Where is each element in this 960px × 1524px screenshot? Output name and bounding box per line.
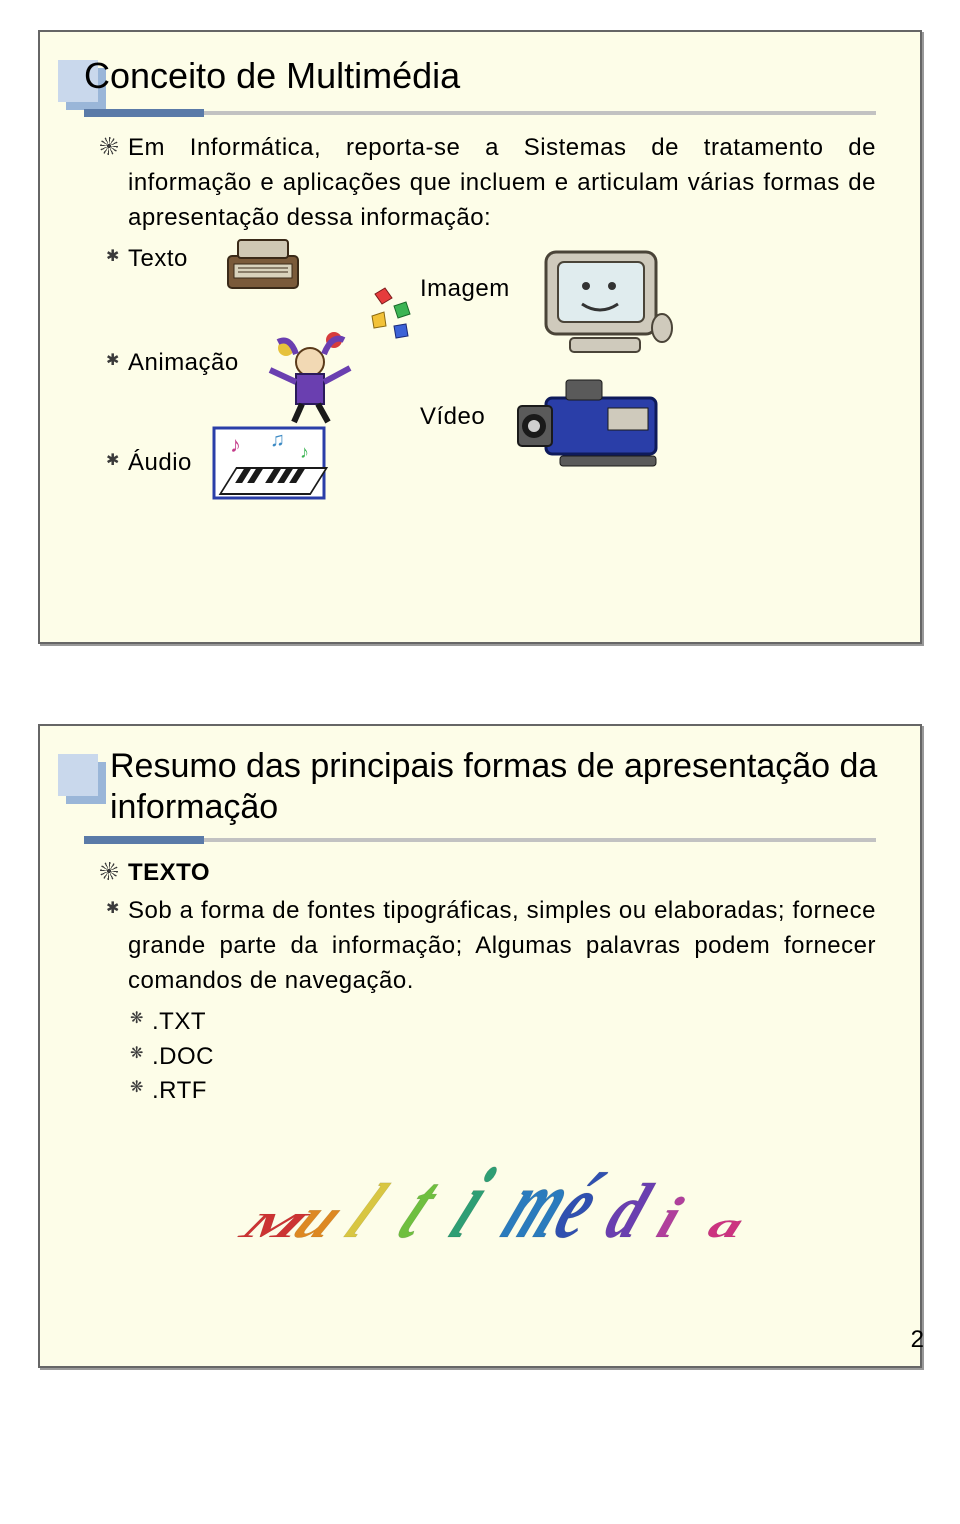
slide2-heading: TEXTO [100,856,876,891]
slide-resumo: Resumo das principais formas de apresent… [38,724,922,1368]
title-rule [84,836,876,850]
camcorder-icon [496,368,686,489]
svg-text:♫: ♫ [270,429,286,451]
slide1-body: Em Informática, reporta-se a Sistemas de… [40,123,920,541]
slide2-title: Resumo das principais formas de apresent… [84,746,920,828]
typewriter-icon [220,230,310,311]
format-doc: .DOC [130,1040,876,1075]
svg-text:i: i [649,1185,691,1250]
slide1-title: Conceito de Multimédia [84,54,920,97]
gems-icon [360,282,420,353]
media-grid: Texto Imagem [100,242,876,502]
page-number: 2 [911,1326,924,1354]
item-video: Vídeo [420,400,485,435]
format-rtf: .RTF [130,1074,876,1109]
format-txt: .TXT [130,1005,876,1040]
svg-text:♪: ♪ [230,432,242,457]
svg-text:♪: ♪ [300,442,310,462]
svg-text:a: a [703,1206,748,1245]
wordart-multimedia: Multimédia [208,1119,768,1269]
piano-icon: ♪ ♫ ♪ [210,424,330,515]
item-audio: Áudio [106,446,192,481]
title-rule [84,109,876,123]
slide1-paragraph: Em Informática, reporta-se a Sistemas de… [100,131,876,235]
slide-title-area: Conceito de Multimédia [40,32,920,105]
item-imagem: Imagem [420,272,510,307]
monitor-icon [536,242,676,373]
item-texto: Texto [106,242,188,277]
slide-conceito: Conceito de Multimédia Em Informática, r… [38,30,922,644]
jester-icon [256,318,366,439]
slide2-paragraph: Sob a forma de fontes tipográficas, simp… [106,894,876,998]
item-animacao: Animação [106,346,239,381]
slide2-body: TEXTO Sob a forma de fontes tipográficas… [40,850,920,1310]
slide2-title-area: Resumo das principais formas de apresent… [40,726,920,836]
